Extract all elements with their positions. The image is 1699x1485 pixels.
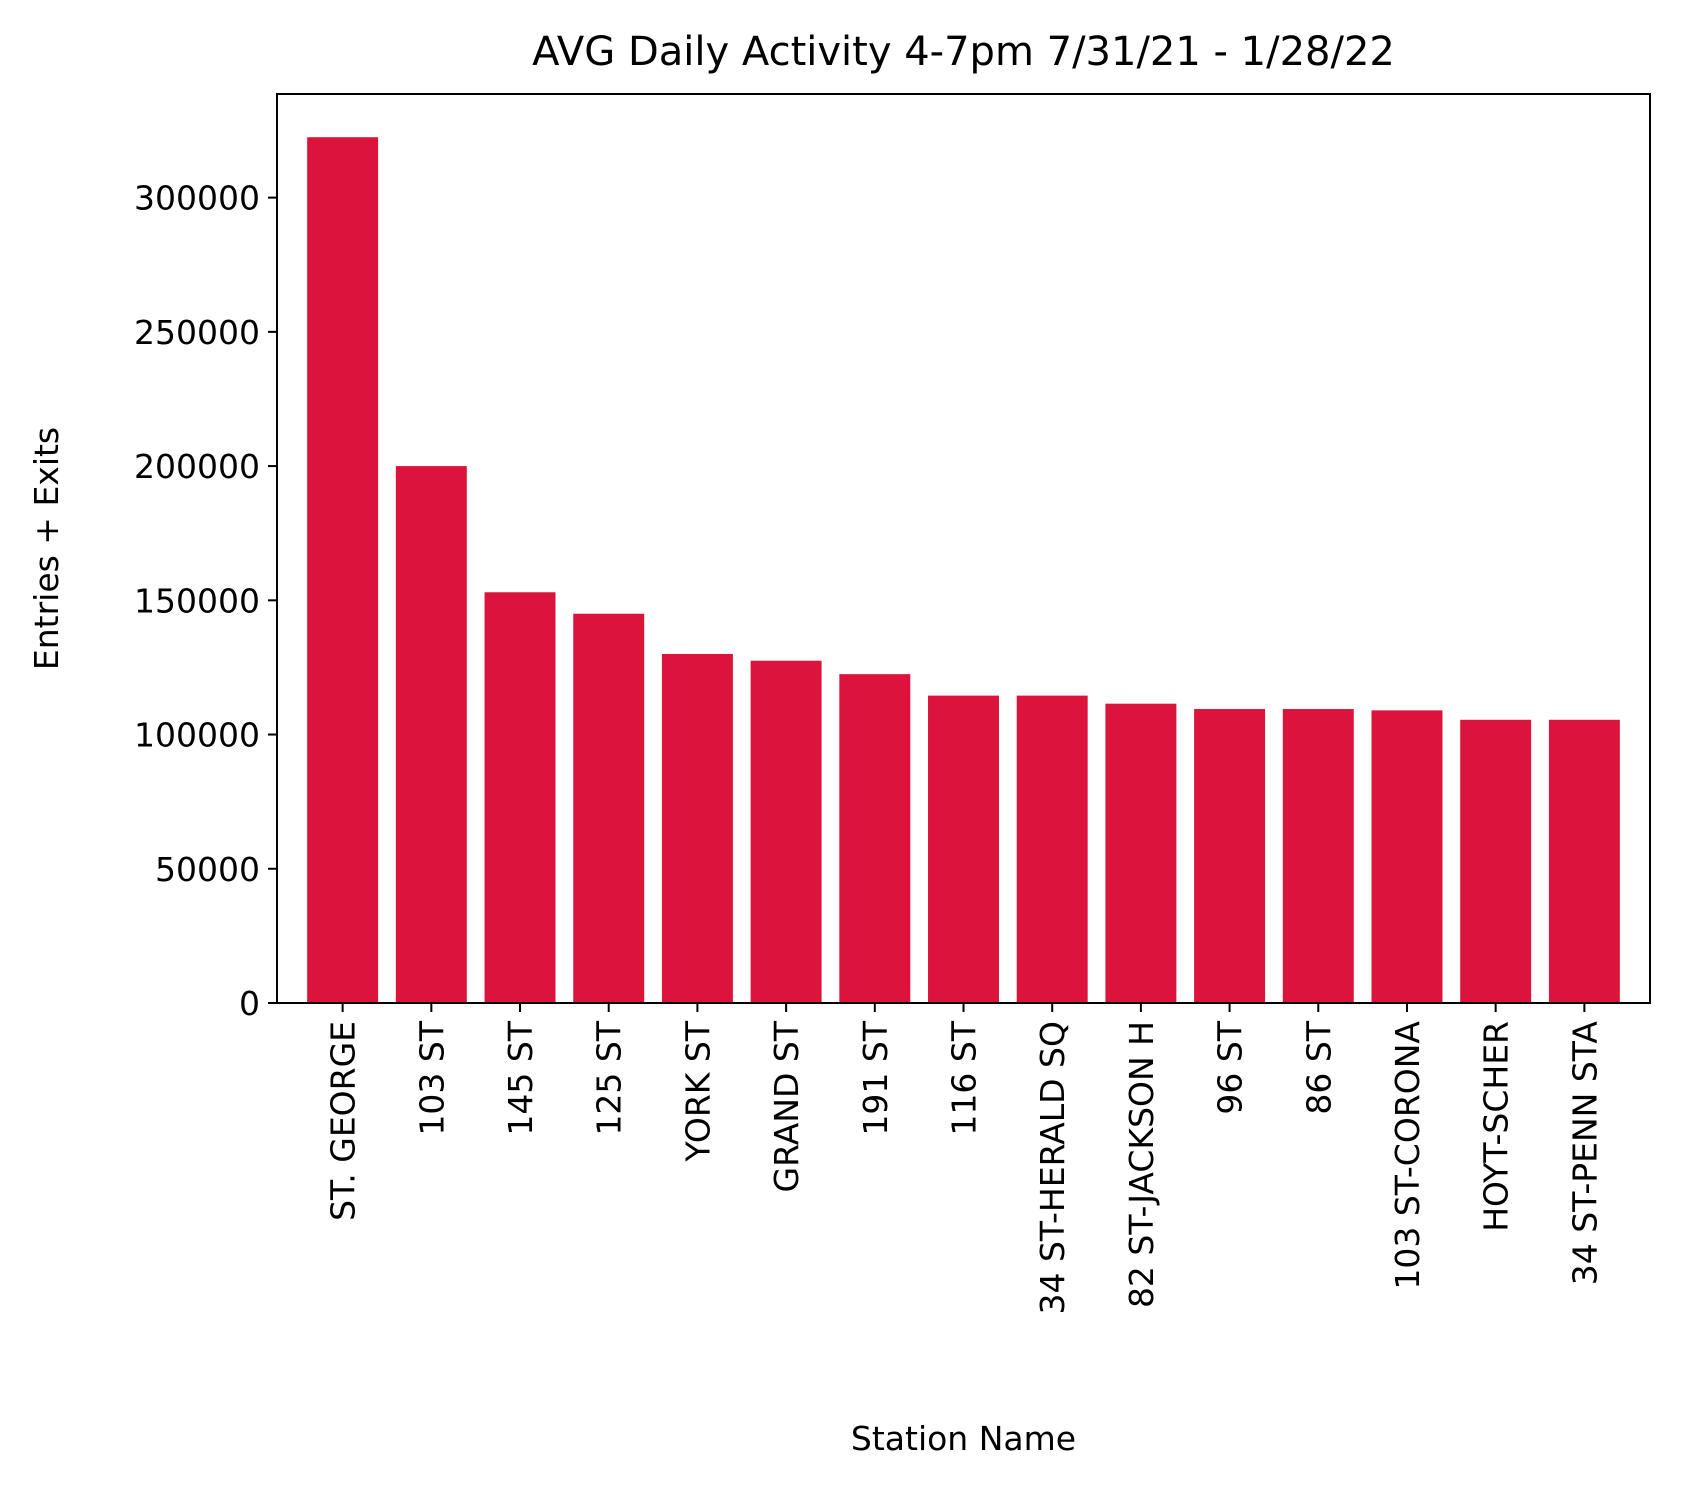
y-tick-label-4: 200000 (134, 447, 260, 486)
x-tick-label-9: 82 ST-JACKSON H (1122, 1021, 1161, 1308)
x-tick-label-7: 116 ST (945, 1020, 984, 1135)
y-tick-label-0: 0 (239, 984, 260, 1023)
x-tick-label-10: 96 ST (1211, 1020, 1250, 1114)
bar-12 (1371, 710, 1443, 1003)
x-tick-label-8: 34 ST-HERALD SQ (1033, 1021, 1072, 1315)
x-tick-label-14: 34 ST-PENN STA (1565, 1021, 1604, 1286)
bar-4 (661, 654, 733, 1003)
y-tick-label-3: 150000 (134, 581, 260, 620)
y-tick-label-5: 250000 (134, 313, 260, 352)
bar-2 (484, 592, 556, 1003)
bar-0 (307, 137, 379, 1004)
bar-10 (1194, 709, 1266, 1003)
x-tick-label-6: 191 ST (856, 1020, 895, 1135)
chart-title: AVG Daily Activity 4-7pm 7/31/21 - 1/28/… (532, 29, 1395, 75)
ticks-layer: 0 50000 100000 150000 200000 250000 300000 ST. … (134, 179, 1604, 1315)
x-axis-label: Station Name (851, 1419, 1076, 1458)
bar-5 (750, 660, 822, 1003)
x-tick-label-1: 103 ST (412, 1020, 451, 1135)
bar-13 (1460, 719, 1532, 1003)
bar-11 (1282, 709, 1354, 1003)
bar-1 (395, 466, 467, 1004)
bar-3 (573, 613, 645, 1003)
y-tick-label-6: 300000 (134, 179, 260, 218)
x-tick-label-4: YORK ST (678, 1020, 717, 1162)
bar-9 (1105, 703, 1177, 1003)
x-tick-label-5: GRAND ST (767, 1020, 806, 1192)
y-tick-label-1: 50000 (155, 850, 260, 889)
y-tick-label-2: 100000 (134, 716, 260, 755)
x-tick-label-3: 125 ST (590, 1020, 629, 1135)
bars-layer (307, 137, 1620, 1004)
x-tick-label-11: 86 ST (1299, 1020, 1338, 1114)
bar-7 (928, 695, 999, 1003)
bar-14 (1548, 719, 1620, 1003)
x-tick-label-0: ST. GEORGE (324, 1021, 363, 1221)
bar-6 (839, 674, 911, 1003)
x-tick-label-12: 103 ST-CORONA (1388, 1021, 1427, 1290)
y-axis-label: Entries + Exits (27, 427, 66, 670)
bar-8 (1016, 695, 1088, 1003)
x-tick-label-2: 145 ST (501, 1020, 540, 1135)
x-tick-label-13: HOYT-SCHER (1477, 1021, 1516, 1232)
